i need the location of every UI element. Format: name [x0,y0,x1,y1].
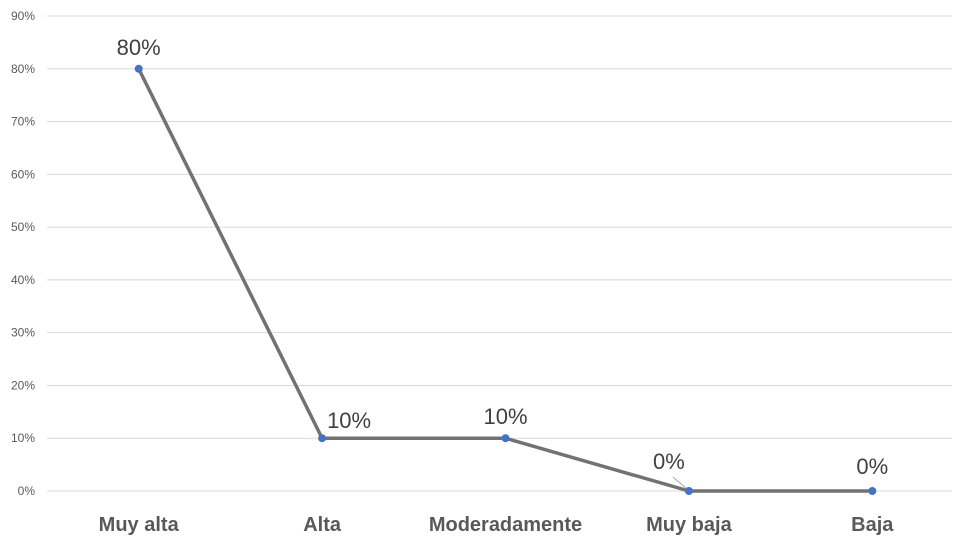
y-tick-label: 0% [18,484,36,498]
data-point [684,487,693,495]
y-tick-label: 70% [11,115,35,129]
data-label: 0% [653,449,685,474]
x-tick-label: Alta [303,514,342,536]
y-tick-label: 90% [11,9,35,23]
y-tick-label: 20% [11,378,35,392]
data-label: 0% [856,454,888,479]
data-label: 10% [327,408,371,433]
y-tick-label: 80% [11,62,35,76]
series-layer [134,64,877,495]
x-tick-label: Moderadamente [429,514,582,536]
x-tick-label: Baja [851,514,894,536]
y-tick-label: 40% [11,273,35,287]
x-tick-label: Muy baja [646,514,732,536]
gridlines [47,15,952,492]
data-point [501,434,510,443]
leader-line [672,476,687,489]
y-tick-label: 10% [11,431,35,445]
x-axis-ticks: Muy alta Alta Moderadamente Muy baja Baja [99,514,895,536]
data-point [318,434,327,443]
y-axis-ticks: 0% 10% 20% 30% 40% 50% 60% 70% 80% 90% [11,9,35,498]
y-tick-label: 50% [11,220,35,234]
y-tick-label: 60% [11,167,35,181]
data-label: 80% [117,35,161,60]
data-point [134,64,143,73]
data-label: 10% [483,404,527,429]
data-labels: 80% 10% 10% 0% 0% [117,35,888,489]
x-tick-label: Muy alta [99,514,180,536]
data-point [868,487,877,495]
y-tick-label: 30% [11,326,35,340]
